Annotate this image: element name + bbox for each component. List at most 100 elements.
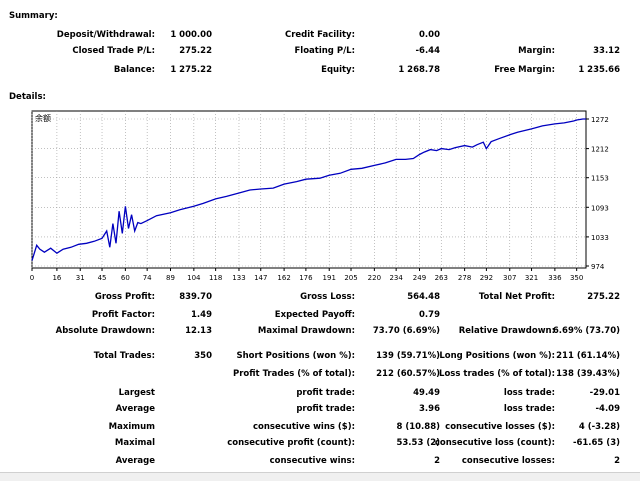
y-tick-label: 1153 — [591, 175, 609, 183]
y-tick-label: 1033 — [591, 234, 609, 242]
details-value-r5-c2: -29.01 — [589, 388, 620, 398]
y-tick-label: 974 — [591, 263, 605, 271]
details-label-r8-c0: Maximal — [114, 438, 155, 448]
x-tick-label: 336 — [548, 274, 562, 282]
x-tick-label: 74 — [143, 274, 152, 282]
summary-label-r0-c1: Credit Facility: — [284, 30, 355, 40]
details-value-r9-c2: 2 — [614, 456, 620, 466]
x-tick-label: 31 — [76, 274, 85, 282]
x-tick-label: 263 — [435, 274, 448, 282]
x-tick-label: 60 — [121, 274, 130, 282]
summary-value-r2-c0: 1 275.22 — [170, 65, 212, 75]
details-value-r8-c1: 53.53 (2) — [396, 438, 440, 448]
details-label-r6-c2: loss trade: — [503, 404, 555, 414]
details-value-r1-c0: 1.49 — [191, 310, 212, 320]
details-value-r1-c1: 0.79 — [419, 310, 440, 320]
details-label-r5-c2: loss trade: — [503, 388, 555, 398]
y-tick-label: 1212 — [591, 146, 609, 154]
x-tick-label: 16 — [52, 274, 61, 282]
details-value-r6-c2: -4.09 — [595, 404, 621, 414]
x-tick-label: 350 — [570, 274, 583, 282]
x-tick-label: 292 — [480, 274, 493, 282]
x-tick-label: 118 — [209, 274, 222, 282]
summary-value-r0-c1: 0.00 — [419, 30, 440, 40]
details-label-r7-c2: consecutive losses ($): — [445, 422, 555, 432]
details-value-r9-c1: 2 — [434, 456, 440, 466]
details-label-r9-c1: consecutive wins: — [269, 456, 355, 466]
summary-value-r1-c0: 275.22 — [179, 46, 212, 56]
details-value-r7-c1: 8 (10.88) — [396, 422, 440, 432]
x-tick-label: 162 — [277, 274, 290, 282]
balance-series-line — [31, 118, 586, 261]
details-label-r2-c0: Absolute Drawdown: — [55, 326, 155, 336]
summary-value-r2-c2: 1 235.66 — [578, 65, 620, 75]
x-tick-label: 147 — [254, 274, 267, 282]
details-label-r5-c1: profit trade: — [296, 388, 355, 398]
details-value-r6-c1: 3.96 — [419, 404, 440, 414]
details-value-r0-c2: 275.22 — [587, 292, 620, 302]
details-value-r8-c2: -61.65 (3) — [572, 438, 620, 448]
details-label-r1-c0: Profit Factor: — [91, 310, 155, 320]
details-value-r7-c2: 4 (-3.28) — [578, 422, 620, 432]
summary-label-r0-c0: Deposit/Withdrawal: — [56, 30, 155, 40]
details-value-r0-c0: 839.70 — [179, 292, 212, 302]
details-label-r1-c1: Expected Payoff: — [274, 310, 355, 320]
x-tick-label: 45 — [98, 274, 107, 282]
summary-label-r2-c2: Free Margin: — [494, 65, 555, 75]
summary-value-r0-c0: 1 000.00 — [170, 30, 212, 40]
x-tick-label: 104 — [187, 274, 201, 282]
y-tick-label: 1093 — [591, 204, 609, 212]
x-tick-label: 234 — [389, 274, 403, 282]
summary-title: Summary: — [9, 11, 58, 21]
details-label-r0-c0: Gross Profit: — [94, 292, 155, 302]
details-value-r3-c0: 350 — [194, 351, 212, 361]
x-tick-label: 205 — [344, 274, 357, 282]
details-value-r3-c1: 139 (59.71%) — [376, 351, 440, 361]
plot-area — [31, 110, 587, 269]
details-value-r2-c1: 73.70 (6.69%) — [372, 326, 440, 336]
details-label-r9-c2: consecutive losses: — [461, 456, 555, 466]
details-value-r4-c2: 138 (39.43%) — [556, 369, 620, 379]
details-label-r8-c2: consecutive loss (count): — [434, 438, 555, 448]
chart-corner-label: 余额 — [35, 113, 51, 123]
details-value-r0-c1: 564.48 — [407, 292, 440, 302]
details-label-r4-c1: Profit Trades (% of total): — [232, 369, 355, 379]
details-label-r9-c0: Average — [115, 456, 155, 466]
summary-label-r2-c1: Equity: — [321, 65, 355, 75]
x-tick-label: 321 — [525, 274, 538, 282]
summary-value-r1-c2: 33.12 — [593, 46, 620, 56]
details-label-r6-c1: profit trade: — [296, 404, 355, 414]
x-tick-label: 133 — [232, 274, 245, 282]
details-label-r0-c1: Gross Loss: — [300, 292, 355, 302]
details-label-r7-c0: Maximum — [108, 422, 155, 432]
details-label-r4-c2: Loss trades (% of total): — [439, 369, 555, 379]
details-label-r3-c2: Long Positions (won %): — [439, 351, 555, 361]
x-tick-label: 191 — [323, 274, 336, 282]
details-label-r3-c0: Total Trades: — [93, 351, 155, 361]
details-value-r2-c2: 6.69% (73.70) — [552, 326, 620, 336]
x-tick-label: 307 — [503, 274, 516, 282]
x-tick-label: 278 — [458, 274, 471, 282]
x-tick-label: 249 — [413, 274, 426, 282]
details-label-r8-c1: consecutive profit (count): — [227, 438, 355, 448]
details-value-r3-c2: 211 (61.14%) — [556, 351, 620, 361]
details-value-r4-c1: 212 (60.57%) — [376, 369, 440, 379]
summary-value-r1-c1: -6.44 — [415, 46, 441, 56]
bottom-bar — [0, 472, 640, 481]
summary-label-r1-c2: Margin: — [518, 46, 555, 56]
details-value-r2-c0: 12.13 — [185, 326, 212, 336]
details-label-r2-c2: Relative Drawdown: — [458, 326, 555, 336]
x-tick-label: 220 — [368, 274, 381, 282]
x-tick-label: 89 — [166, 274, 175, 282]
details-label-r6-c0: Average — [115, 404, 155, 414]
summary-label-r2-c0: Balance: — [113, 65, 155, 75]
details-label-r7-c1: consecutive wins ($): — [252, 422, 355, 432]
details-label-r3-c1: Short Positions (won %): — [236, 351, 355, 361]
details-label-r5-c0: Largest — [118, 388, 155, 398]
summary-value-r2-c1: 1 268.78 — [398, 65, 440, 75]
x-tick-label: 0 — [30, 274, 34, 282]
balance-chart: 0 16 31 45 60 74 89 104 118 133 147 162 176 191 205 220… — [30, 107, 640, 289]
details-label-r2-c1: Maximal Drawdown: — [257, 326, 355, 336]
summary-label-r1-c1: Floating P/L: — [294, 46, 355, 56]
details-title: Details: — [9, 92, 46, 102]
